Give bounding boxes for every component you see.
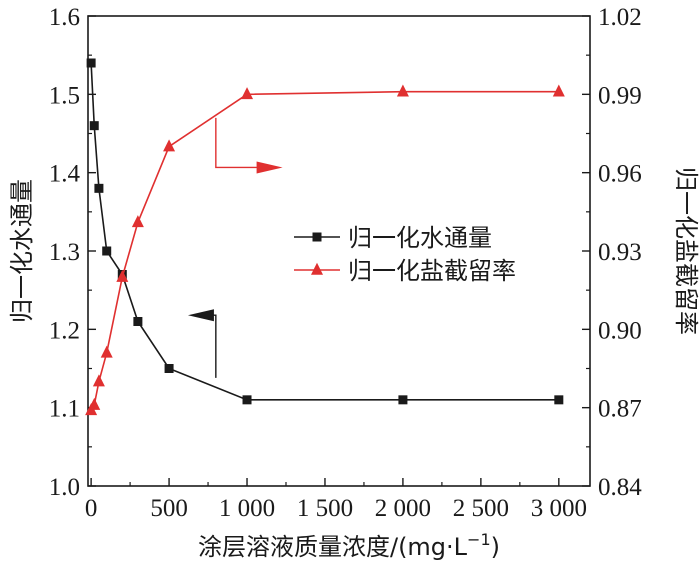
water-flux-point	[94, 183, 104, 193]
plot-frame	[87, 15, 591, 487]
water-flux-point	[133, 317, 143, 326]
right-arrow-head	[256, 161, 283, 174]
salt-rejection-point	[396, 84, 409, 97]
annotation-layer	[187, 117, 283, 378]
y-left-axis-title: 归一化水通量	[8, 179, 36, 323]
left-arrow-line	[209, 314, 217, 378]
water-flux-point	[398, 395, 408, 405]
x-axis-title: 涂层溶液质量浓度/(mg·L−1)	[198, 530, 500, 561]
salt-rejection-point	[100, 345, 113, 358]
y-right-tick-label: 0.96	[598, 161, 642, 188]
x-tick-label: 2 000	[375, 495, 431, 522]
water-flux-point	[86, 58, 96, 68]
y-left-tick-label: 1.6	[49, 4, 80, 31]
x-tick-label: 2 500	[453, 495, 509, 522]
axes-frame: 0 500 1 000 1 500 2 000 2 500 3 000 1.0 1.1 1.2 1.…	[49, 4, 643, 522]
right-arrow-line	[215, 117, 263, 169]
series-line-water-flux	[90, 62, 559, 401]
legend-triangle-marker	[311, 262, 323, 275]
legend-entry: 归一化盐截留率	[294, 257, 516, 285]
y-right-tick-label: 1.02	[598, 4, 642, 31]
y-right-tick-label: 0.87	[598, 396, 642, 423]
axis-labels: 涂层溶液质量浓度/(mg·L−1)归一化水通量 归一化盐截留率	[8, 167, 700, 561]
right-axis-arrow	[215, 117, 283, 174]
y-left-tick-label: 1.3	[49, 239, 80, 266]
y-right-tick-label: 0.99	[598, 82, 642, 109]
series-line-salt-rejection	[90, 90, 559, 411]
y-left-tick-label: 1.2	[49, 317, 80, 344]
water-flux-point	[102, 246, 112, 256]
x-tick-label: 1 000	[219, 495, 275, 522]
legend-label: 归一化盐截留率	[348, 257, 516, 285]
water-flux-point	[554, 395, 564, 405]
y-right-tick-label: 0.93	[598, 239, 642, 266]
legend-entry: 归一化水通量	[294, 224, 492, 252]
salt-rejection-point	[241, 87, 254, 100]
salt-rejection-point	[92, 374, 105, 387]
y-right-axis-title: 归一化盐截留率	[672, 167, 700, 335]
salt-rejection-point	[552, 84, 565, 97]
left-axis-arrow	[187, 309, 217, 378]
x-tick-label: 0	[85, 495, 98, 522]
y-left-tick-label: 1.1	[49, 396, 80, 423]
water-flux-point	[164, 364, 174, 373]
salt-rejection-point	[88, 397, 101, 410]
x-tick-label: 1 500	[297, 495, 353, 522]
x-tick-label: 500	[150, 495, 188, 522]
water-flux-point	[89, 121, 99, 131]
y-left-tick-label: 1.4	[49, 161, 81, 188]
y-right-tick-label: 0.84	[598, 474, 642, 501]
series-layer	[85, 58, 565, 416]
y-right-tick-label: 0.90	[598, 317, 642, 344]
x-tick-label: 3 000	[531, 495, 587, 522]
water-flux-point	[242, 395, 252, 405]
y-left-tick-label: 1.5	[49, 82, 80, 109]
legend-square-marker	[312, 232, 322, 242]
left-arrow-head	[187, 309, 214, 322]
y-left-tick-label: 1.0	[49, 474, 80, 501]
salt-rejection-point	[116, 269, 129, 282]
legend-label: 归一化水通量	[348, 224, 492, 252]
salt-rejection-point	[163, 139, 176, 152]
salt-rejection-point	[131, 215, 144, 228]
